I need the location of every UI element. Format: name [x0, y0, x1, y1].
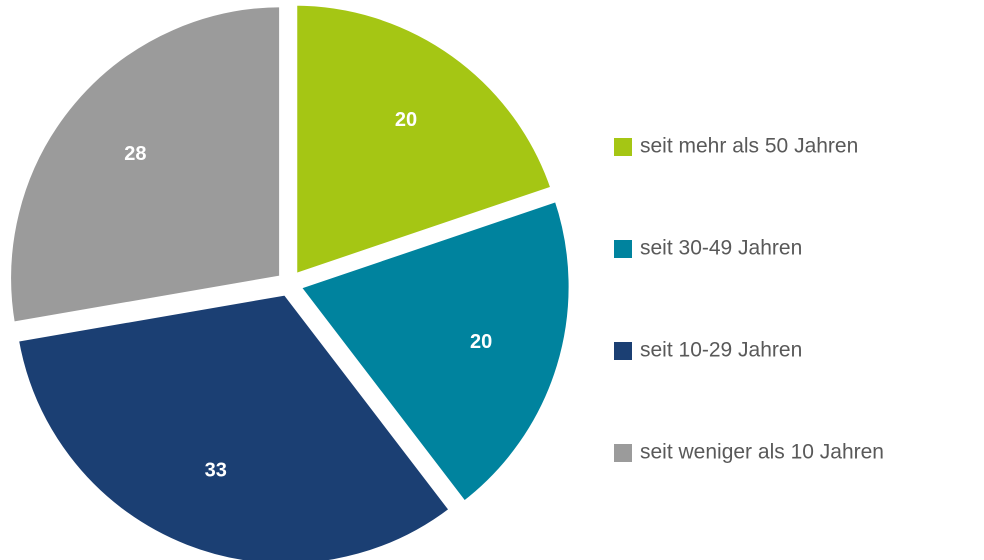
pie-slice: [292, 194, 575, 509]
data-label: 20: [395, 109, 417, 131]
pie-slice: [5, 1, 286, 329]
data-label: 33: [205, 459, 227, 481]
legend-swatch: [614, 240, 632, 258]
legend-label: seit 30-49 Jahren: [640, 237, 802, 260]
legend-swatch: [614, 342, 632, 360]
pie-slice: [291, 0, 558, 281]
legend-swatch: [614, 138, 632, 156]
data-label: 20: [470, 331, 492, 353]
legend-label: seit 10-29 Jahren: [640, 339, 802, 362]
legend-label: seit mehr als 50 Jahren: [640, 135, 858, 158]
pie-slice: [12, 289, 457, 560]
legend-swatch: [614, 444, 632, 462]
data-label: 28: [124, 143, 146, 165]
legend-label: seit weniger als 10 Jahren: [640, 441, 884, 464]
